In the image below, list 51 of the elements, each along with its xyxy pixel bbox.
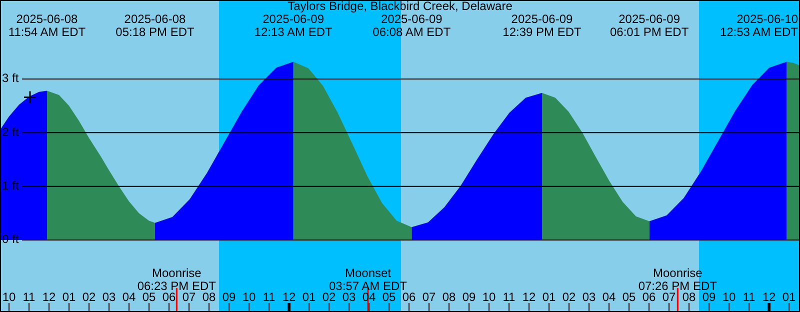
x-tick-label: 07 [662, 290, 676, 304]
x-tick-label: 04 [602, 290, 616, 304]
x-tick-label: 11 [502, 290, 516, 304]
x-tick-label: 01 [542, 290, 556, 304]
x-tick-label: 09 [702, 290, 716, 304]
x-tick-label: 05 [622, 290, 636, 304]
x-tick-label: 01 [782, 290, 796, 304]
x-tick-label: 12 [282, 290, 296, 304]
x-tick-label: 09 [222, 290, 236, 304]
annotation: 2025-06-09 06:01 PM EDT [610, 12, 690, 39]
annotation: 2025-06-10 12:53 AM EDT [720, 12, 799, 39]
x-tick-label: 11 [262, 290, 276, 304]
y-tick-label: 1 ft [2, 178, 20, 193]
x-tick-label: 10 [242, 290, 256, 304]
x-tick-label: 10 [2, 290, 16, 304]
y-tick-label: 2 ft [2, 124, 20, 139]
x-tick-label: 05 [382, 290, 396, 304]
x-tick-label: 08 [202, 290, 216, 304]
x-tick-label: 09 [462, 290, 476, 304]
x-tick-label: 04 [122, 290, 136, 304]
x-tick-label: 11 [742, 290, 756, 304]
x-tick-label: 02 [82, 290, 96, 304]
x-tick-label: 07 [182, 290, 196, 304]
x-tick-label: 10 [482, 290, 496, 304]
annotation: 2025-06-09 12:13 AM EDT [254, 12, 334, 39]
x-tick-label: 01 [62, 290, 76, 304]
annotation: 2025-06-09 12:39 PM EDT [502, 12, 582, 39]
x-tick-label: 02 [322, 290, 336, 304]
x-tick-label: 10 [722, 290, 736, 304]
x-tick-label: 07 [422, 290, 436, 304]
x-tick-label: 06 [162, 290, 176, 304]
x-tick-label: 12 [762, 290, 776, 304]
x-tick-label: 08 [442, 290, 456, 304]
x-tick-label: 12 [42, 290, 56, 304]
x-tick-label: 03 [582, 290, 596, 304]
x-tick-label: 02 [562, 290, 576, 304]
x-tick-label: 12 [522, 290, 536, 304]
x-tick-label: 03 [102, 290, 116, 304]
chart-title: Taylors Bridge, Blackbird Creek, Delaware [288, 0, 513, 13]
x-tick-label: 11 [22, 290, 36, 304]
annotation: 2025-06-08 05:18 PM EDT [116, 12, 196, 39]
ref-line-label: Moonset 03:57 AM EDT [328, 266, 408, 293]
x-tick-label: 03 [342, 290, 356, 304]
x-tick-label: 05 [142, 290, 156, 304]
x-tick-label: 01 [302, 290, 316, 304]
x-tick-label: 06 [402, 290, 416, 304]
x-tick-label: 06 [642, 290, 656, 304]
annotation: 2025-06-08 11:54 AM EDT [8, 12, 86, 39]
ref-line-label: Moonrise 06:23 PM EDT [137, 266, 217, 293]
x-tick-label: 08 [682, 290, 696, 304]
y-tick-label: 3 ft [2, 71, 20, 86]
